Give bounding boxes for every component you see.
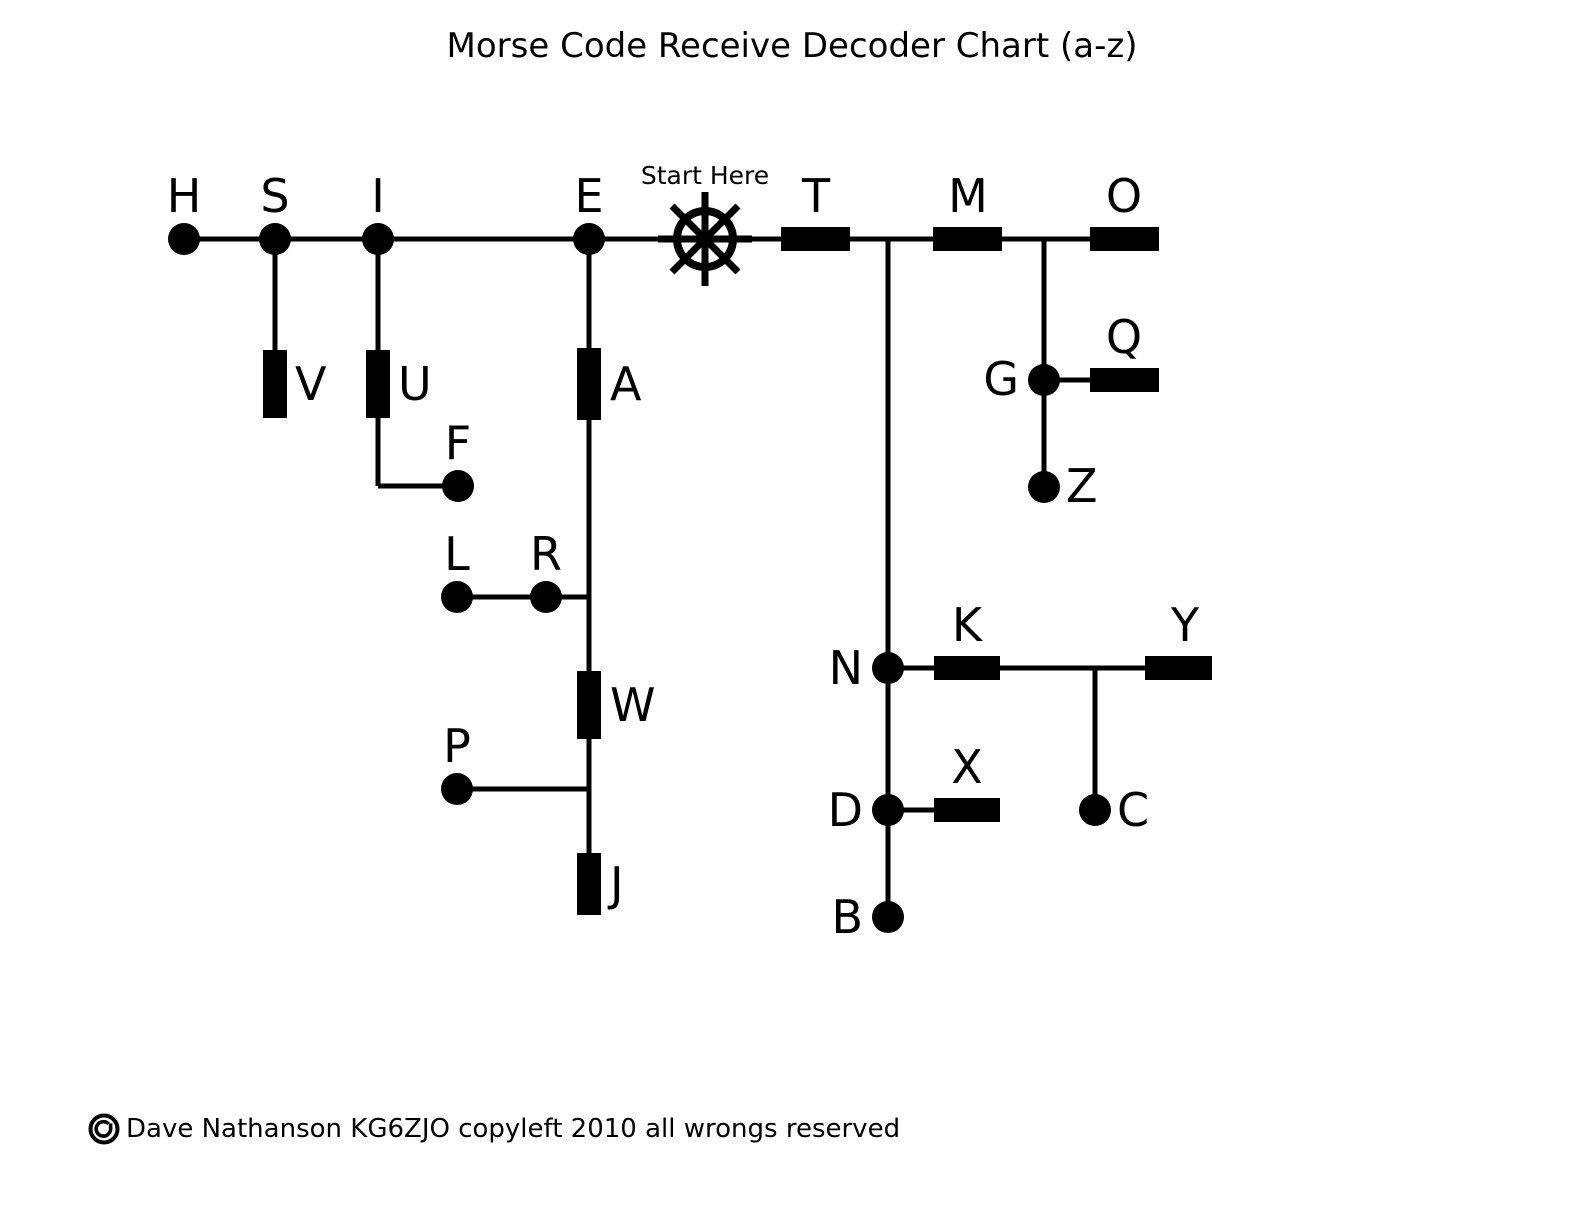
node-label-f: F xyxy=(445,416,471,470)
bar-glyph[interactable] xyxy=(933,227,1002,251)
bar-glyph[interactable] xyxy=(577,853,601,915)
ships-wheel-icon[interactable] xyxy=(658,192,752,286)
footer-credit-text: Dave Nathanson KG6ZJO copyleft 2010 all … xyxy=(126,1114,901,1144)
vertical-bar-nodes: V U A W J xyxy=(263,348,655,915)
page-title: Morse Code Receive Decoder Chart (a-z) xyxy=(446,26,1138,66)
node-label-i: I xyxy=(371,169,385,223)
bar-glyph[interactable] xyxy=(1145,656,1212,680)
node-label-b: B xyxy=(831,890,863,944)
node-label-j: J xyxy=(607,857,624,911)
node-x[interactable]: X xyxy=(934,740,1000,822)
node-w[interactable]: W xyxy=(577,671,655,739)
node-l[interactable]: L xyxy=(441,527,473,613)
bar-glyph[interactable] xyxy=(1090,368,1159,392)
dot-nodes: H S I E F L R xyxy=(167,169,1149,944)
node-f[interactable]: F xyxy=(442,416,474,502)
dot-glyph[interactable] xyxy=(530,581,562,613)
dot-glyph[interactable] xyxy=(872,794,904,826)
node-label-x: X xyxy=(951,740,983,794)
node-b[interactable]: B xyxy=(831,890,904,944)
dot-glyph[interactable] xyxy=(441,581,473,613)
node-n[interactable]: N xyxy=(829,641,904,695)
vertical-branch-lines xyxy=(272,239,1145,917)
node-m[interactable]: M xyxy=(933,169,1002,251)
node-z[interactable]: Z xyxy=(1028,459,1098,513)
dot-glyph[interactable] xyxy=(168,223,200,255)
dot-glyph[interactable] xyxy=(1079,794,1111,826)
dot-glyph[interactable] xyxy=(1028,364,1060,396)
bar-glyph[interactable] xyxy=(1090,227,1159,251)
bar-glyph[interactable] xyxy=(366,350,390,418)
dot-glyph[interactable] xyxy=(442,470,474,502)
node-label-c: C xyxy=(1117,783,1149,837)
bar-glyph[interactable] xyxy=(263,350,287,418)
node-h[interactable]: H xyxy=(167,169,202,255)
node-label-o: O xyxy=(1106,169,1142,223)
dot-glyph[interactable] xyxy=(872,901,904,933)
bar-glyph[interactable] xyxy=(934,656,1000,680)
copyleft-icon xyxy=(88,1113,120,1145)
node-s[interactable]: S xyxy=(259,169,291,255)
node-label-u: U xyxy=(398,357,432,411)
dot-glyph[interactable] xyxy=(362,223,394,255)
start-here-label: Start Here xyxy=(641,161,769,190)
bar-glyph[interactable] xyxy=(577,348,601,420)
dot-glyph[interactable] xyxy=(1028,471,1060,503)
node-e[interactable]: E xyxy=(573,169,605,255)
node-label-l: L xyxy=(444,527,470,581)
node-label-p: P xyxy=(443,719,471,773)
node-label-m: M xyxy=(948,169,988,223)
node-a[interactable]: A xyxy=(577,348,642,420)
node-label-y: Y xyxy=(1170,598,1200,652)
node-label-z: Z xyxy=(1066,459,1098,513)
node-label-h: H xyxy=(167,169,202,223)
node-d[interactable]: D xyxy=(828,783,904,837)
node-p[interactable]: P xyxy=(441,719,473,805)
node-label-v: V xyxy=(295,357,327,411)
node-label-e: E xyxy=(574,169,603,223)
node-label-s: S xyxy=(260,169,289,223)
node-label-t: T xyxy=(801,169,831,223)
node-label-r: R xyxy=(530,527,562,581)
dot-glyph[interactable] xyxy=(573,223,605,255)
dot-glyph[interactable] xyxy=(441,773,473,805)
bar-glyph[interactable] xyxy=(781,227,850,251)
bar-glyph[interactable] xyxy=(577,671,601,739)
node-j[interactable]: J xyxy=(577,853,624,915)
node-label-a: A xyxy=(610,357,642,411)
node-label-d: D xyxy=(828,783,863,837)
node-k[interactable]: K xyxy=(934,598,1000,680)
node-label-q: Q xyxy=(1106,310,1142,364)
node-o[interactable]: O xyxy=(1090,169,1159,251)
node-c[interactable]: C xyxy=(1079,783,1149,837)
node-g[interactable]: G xyxy=(983,352,1060,406)
node-v[interactable]: V xyxy=(263,350,327,418)
node-label-g: G xyxy=(983,352,1019,406)
node-label-w: W xyxy=(610,678,655,732)
node-label-n: N xyxy=(829,641,863,695)
node-q[interactable]: Q xyxy=(1090,310,1159,392)
node-i[interactable]: I xyxy=(362,169,394,255)
footer: Dave Nathanson KG6ZJO copyleft 2010 all … xyxy=(88,1113,900,1145)
node-t[interactable]: T xyxy=(781,169,850,251)
horizontal-bar-nodes: T M O Q K Y X xyxy=(781,169,1212,822)
node-y[interactable]: Y xyxy=(1145,598,1212,680)
bar-glyph[interactable] xyxy=(934,798,1000,822)
start-here-marker[interactable]: Start Here xyxy=(641,161,769,286)
node-u[interactable]: U xyxy=(366,350,432,418)
node-label-k: K xyxy=(952,598,984,652)
dot-glyph[interactable] xyxy=(872,652,904,684)
dot-glyph[interactable] xyxy=(259,223,291,255)
node-r[interactable]: R xyxy=(530,527,562,613)
